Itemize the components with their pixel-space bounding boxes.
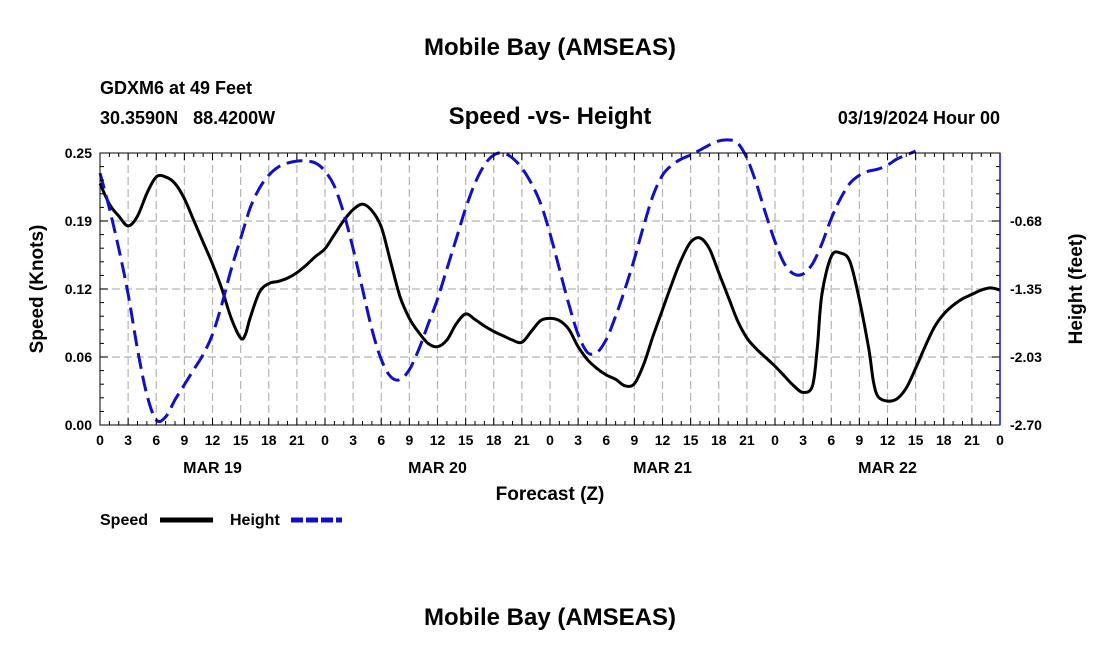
x-tick-label: 0 (996, 432, 1004, 448)
speed-series-line (98, 173, 1001, 403)
y-right-tick-label: -2.03 (1010, 349, 1042, 365)
legend: Speed Height (100, 512, 342, 529)
x-tick-label: 3 (349, 432, 357, 448)
legend-speed-label: Speed (100, 512, 148, 529)
footer-title: Mobile Bay (AMSEAS) (424, 604, 676, 631)
y-right-tick-label: -1.35 (1010, 281, 1042, 297)
run-time: 03/19/2024 Hour 00 (838, 108, 1000, 128)
x-tick-label: 0 (96, 432, 104, 448)
x-tick-label: 18 (936, 432, 952, 448)
height-series-line (98, 138, 917, 424)
y-axis-left-title: Speed (Knots) (27, 225, 48, 354)
y-left-tick-label: 0.25 (65, 145, 92, 161)
x-tick-label: 15 (683, 432, 699, 448)
axis-ticks (99, 152, 1001, 426)
x-tick-label: 3 (124, 432, 132, 448)
x-tick-label: 6 (827, 432, 835, 448)
x-tick-label: 3 (574, 432, 582, 448)
chart-subtitle: Speed -vs- Height (449, 103, 652, 130)
x-tick-label: 12 (205, 432, 221, 448)
x-tick-label: 9 (855, 432, 863, 448)
day-label: MAR 21 (633, 460, 692, 477)
x-tick-label: 12 (430, 432, 446, 448)
day-label: MAR 19 (183, 460, 242, 477)
station-line: GDXM6 at 49 Feet (100, 78, 252, 98)
x-tick-label: 3 (799, 432, 807, 448)
x-tick-label: 0 (771, 432, 779, 448)
grid-lines (100, 153, 1000, 425)
page-title: Mobile Bay (AMSEAS) (424, 34, 676, 61)
x-tick-label: 6 (152, 432, 160, 448)
y-left-tick-label: 0.19 (65, 213, 92, 229)
x-tick-label: 0 (546, 432, 554, 448)
x-tick-label: 9 (630, 432, 638, 448)
y-right-tick-label: -0.68 (1010, 213, 1042, 229)
x-tick-label: 12 (655, 432, 671, 448)
x-tick-label: 18 (486, 432, 502, 448)
axis-labels: 0 3 6 9 12 15 18 21 0 3 6 9 12 15 18 21 0 3 6 9 12 15 18 21 0 3 6 9… (65, 145, 1042, 477)
y-left-tick-label: 0.06 (65, 349, 92, 365)
x-tick-label: 15 (233, 432, 249, 448)
x-tick-label: 9 (405, 432, 413, 448)
x-tick-label: 15 (908, 432, 924, 448)
y-left-tick-label: 0.12 (65, 281, 92, 297)
x-tick-label: 21 (964, 432, 980, 448)
x-tick-label: 0 (321, 432, 329, 448)
x-tick-label: 9 (180, 432, 188, 448)
series-group (98, 138, 1001, 424)
y-right-tick-label: -2.70 (1010, 417, 1042, 433)
x-tick-label: 15 (458, 432, 474, 448)
legend-height-label: Height (230, 512, 280, 529)
day-label: MAR 22 (858, 460, 917, 477)
x-tick-label: 21 (739, 432, 755, 448)
x-tick-label: 18 (261, 432, 277, 448)
y-axis-right-title: Height (feet) (1066, 234, 1087, 345)
x-tick-label: 6 (377, 432, 385, 448)
x-tick-label: 6 (602, 432, 610, 448)
y-left-tick-label: 0.00 (65, 417, 92, 433)
x-tick-label: 21 (289, 432, 305, 448)
day-label: MAR 20 (408, 460, 467, 477)
x-axis-title: Forecast (Z) (496, 484, 605, 505)
x-tick-label: 21 (514, 432, 530, 448)
x-tick-label: 12 (880, 432, 896, 448)
x-tick-label: 18 (711, 432, 727, 448)
coords-line: 30.3590N 88.4200W (100, 108, 275, 128)
